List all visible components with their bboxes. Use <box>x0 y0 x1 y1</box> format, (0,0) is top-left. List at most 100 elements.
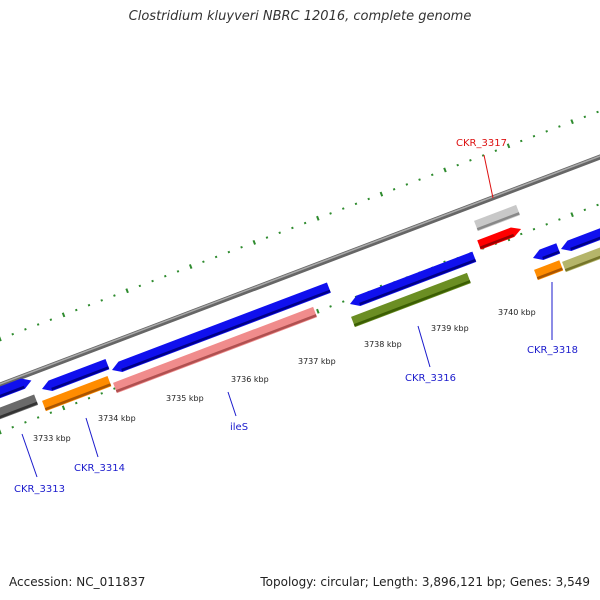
chromosome-backbone-highlight <box>0 155 600 385</box>
tick-mark <box>163 274 167 278</box>
tick-mark <box>341 207 345 210</box>
scale-label: 3736 kbp <box>231 375 269 384</box>
gene-arrow-iles-shade <box>115 314 317 393</box>
tick-mark <box>506 143 511 149</box>
tick-mark <box>0 429 2 435</box>
gene-label: CKR_3318 <box>527 345 578 356</box>
cds-arrow-shade <box>51 366 110 391</box>
gene-label-leader <box>227 391 237 417</box>
tick-mark <box>49 318 53 321</box>
cds-arrow <box>42 359 110 391</box>
tick-mark <box>558 218 561 221</box>
tick-mark <box>379 191 384 197</box>
cds-arrow-shade <box>359 258 477 306</box>
tick-mark <box>61 312 66 318</box>
tick-mark <box>0 336 2 342</box>
tick-mark <box>545 130 548 133</box>
tick-mark <box>558 125 561 128</box>
chromosome-backbone <box>0 154 600 388</box>
tick-mark <box>494 149 498 152</box>
tick-mark <box>519 232 523 236</box>
cds-arrow-shade <box>0 385 25 398</box>
tick-mark <box>367 197 370 201</box>
tick-mark <box>87 303 91 307</box>
scale-label: 3733 kbp <box>33 434 71 443</box>
tick-mark <box>405 183 409 186</box>
cds-arrow <box>533 243 561 260</box>
gene-arrow-ckr3317-grey-shade <box>476 212 520 231</box>
accession-text: Accession: NC_011837 <box>9 575 146 589</box>
tick-mark <box>61 405 66 411</box>
tick-mark <box>418 178 421 181</box>
tick-mark <box>354 202 358 206</box>
map-layer: 3733 kbp 3734 kbp 3735 kbp 3736 kbp 3737 kbp… <box>0 110 600 495</box>
tick-mark <box>303 221 307 225</box>
tick-mark <box>252 239 257 245</box>
cds-arrow <box>350 251 477 306</box>
tick-mark <box>430 173 434 177</box>
gene-arrow-ckr3318 <box>534 260 564 281</box>
scale-label: 3734 kbp <box>98 414 136 423</box>
gene-label-leader <box>483 154 494 199</box>
tick-mark <box>49 411 53 414</box>
tick-mark <box>240 245 243 249</box>
tick-mark <box>202 260 205 264</box>
gene-label-leader <box>85 417 99 458</box>
tick-mark <box>100 299 103 302</box>
tick-mark <box>36 416 40 419</box>
tick-mark <box>519 139 523 143</box>
gene-arrow-ckr3318-shade <box>536 267 563 280</box>
tick-mark <box>227 250 231 254</box>
tick-mark <box>24 421 27 424</box>
gene-arrow-next-shade <box>564 255 600 272</box>
gene-arrow-ckr3314 <box>42 376 112 412</box>
tick-mark <box>583 115 587 119</box>
gene-arrow-iles <box>113 306 318 394</box>
scale-label: 3737 kbp <box>298 357 336 366</box>
cds-arrow <box>112 282 331 372</box>
tick-mark <box>138 284 142 288</box>
tick-mark <box>100 392 103 395</box>
gene-label: ileS <box>230 422 248 433</box>
tick-mark <box>188 264 193 270</box>
scale-label: 3738 kbp <box>364 340 402 349</box>
tick-mark <box>532 227 536 231</box>
tick-mark <box>481 154 485 157</box>
cds-arrow-shade <box>542 250 560 260</box>
gene-arrow-ckr3316 <box>351 272 471 328</box>
gene-arrow-ckr3317-grey <box>474 204 521 232</box>
tick-mark <box>214 255 218 259</box>
gene-label: CKR_3317 <box>456 138 507 149</box>
scale-label: 3735 kbp <box>166 394 204 403</box>
tick-mark <box>265 236 269 239</box>
tick-mark <box>570 212 574 218</box>
genome-stats-text: Topology: circular; Length: 3,896,121 bp… <box>260 575 590 589</box>
tick-mark <box>570 119 574 125</box>
gene-label: CKR_3314 <box>74 463 125 474</box>
tick-mark <box>469 159 472 162</box>
tick-mark <box>532 134 536 138</box>
tick-mark <box>87 396 91 400</box>
tick-mark <box>151 279 154 283</box>
tick-mark <box>596 110 599 114</box>
tick-mark <box>74 401 78 405</box>
scale-label: 3740 kbp <box>498 308 536 317</box>
tick-mark <box>316 308 320 314</box>
gene-label-leader <box>417 325 431 368</box>
tick-mark <box>113 294 116 297</box>
tick-mark <box>392 187 396 191</box>
tick-mark <box>341 300 345 303</box>
gene-label-leader <box>21 433 38 478</box>
tick-mark <box>443 167 447 173</box>
gene-label: CKR_3313 <box>14 484 65 495</box>
tick-mark <box>36 323 40 326</box>
tick-mark <box>545 223 548 226</box>
cds-arrow-shade <box>121 289 331 372</box>
tick-mark <box>329 305 332 308</box>
gene-arrow-ckr3313-shade <box>0 401 38 419</box>
gene-label: CKR_3316 <box>405 373 456 384</box>
tick-mark <box>125 288 129 294</box>
tick-mark <box>456 163 459 167</box>
tick-mark <box>176 270 180 273</box>
